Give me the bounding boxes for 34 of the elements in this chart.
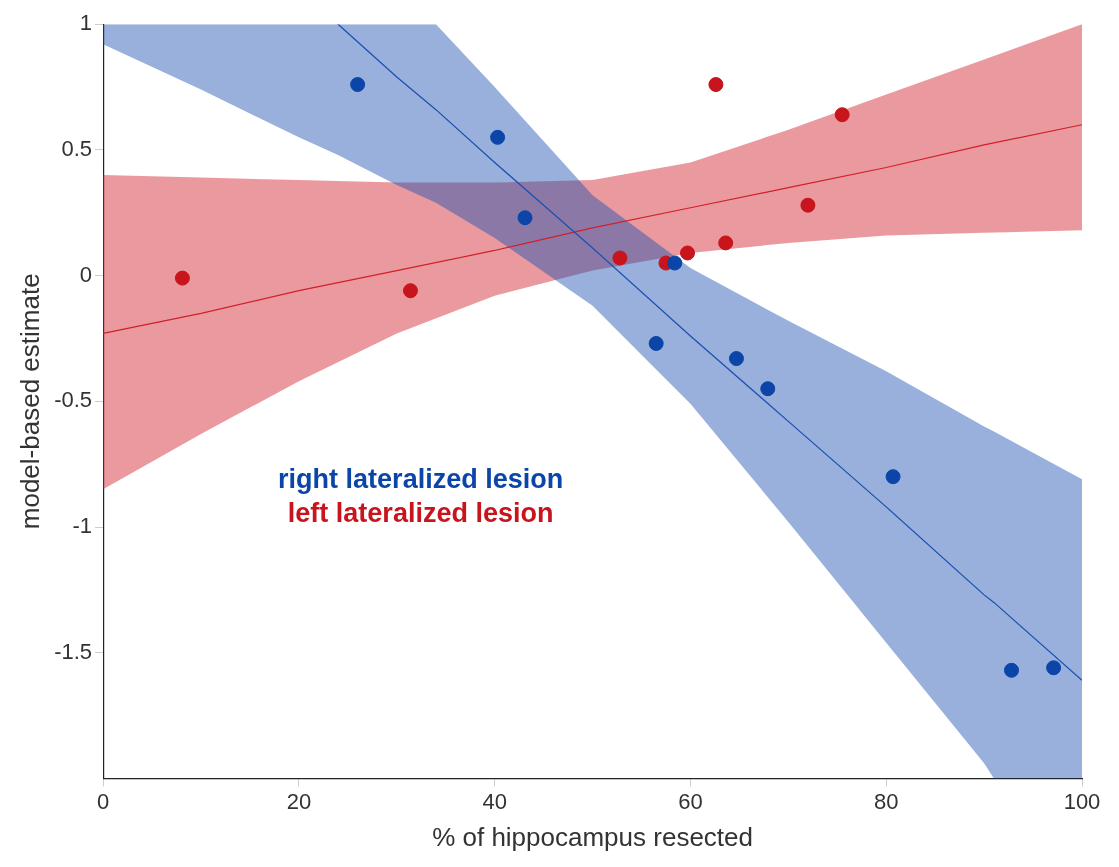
point: [680, 245, 696, 261]
y-tick-label: -1: [72, 513, 93, 539]
point: [402, 283, 418, 299]
point: [760, 381, 776, 397]
y-tick-label: 0: [79, 261, 93, 287]
point: [885, 469, 901, 485]
y-tick-label: 1: [79, 10, 93, 36]
x-tick-label: 40: [482, 788, 507, 814]
y-tick-label: 0.5: [61, 135, 93, 161]
point: [174, 270, 190, 286]
x-tick-label: 80: [873, 788, 899, 814]
y-axis-title: model-based estimate: [14, 273, 45, 530]
point: [718, 235, 734, 251]
point: [800, 197, 816, 213]
point: [350, 77, 366, 93]
y-tick-label: -0.5: [54, 387, 93, 413]
point: [667, 255, 683, 271]
text: right lateralized lesion: [278, 463, 564, 494]
x-tick-label: 0: [96, 788, 110, 814]
point: [490, 129, 506, 145]
y-tick-label: -1.5: [54, 638, 93, 664]
x-tick-label: 20: [286, 788, 312, 814]
point: [648, 335, 664, 351]
point: [517, 210, 533, 226]
x-tick-label: 100: [1063, 788, 1101, 814]
point: [708, 77, 724, 93]
text: left lateralized lesion: [287, 497, 554, 528]
point: [1004, 662, 1020, 678]
point: [728, 351, 744, 367]
point: [612, 250, 628, 266]
x-tick-label: 60: [678, 788, 703, 814]
point: [1046, 660, 1062, 676]
point: [834, 107, 850, 123]
x-axis-title: % of hippocampus resected: [432, 821, 753, 852]
